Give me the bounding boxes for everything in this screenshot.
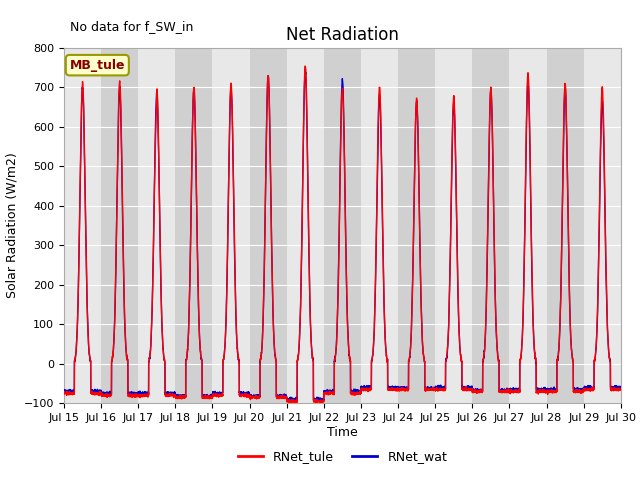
Bar	[547, 48, 584, 403]
Bar	[324, 48, 361, 403]
Bar	[250, 48, 287, 403]
X-axis label: Time: Time	[327, 426, 358, 439]
Bar	[584, 48, 621, 403]
Bar	[101, 48, 138, 403]
Bar	[212, 48, 250, 403]
Text: No data for f_SW_in: No data for f_SW_in	[70, 20, 193, 33]
Bar	[472, 48, 509, 403]
Bar	[287, 48, 324, 403]
Bar	[138, 48, 175, 403]
Bar	[64, 48, 101, 403]
Bar	[509, 48, 547, 403]
Y-axis label: Solar Radiation (W/m2): Solar Radiation (W/m2)	[5, 153, 19, 299]
Legend: RNet_tule, RNet_wat: RNet_tule, RNet_wat	[232, 445, 452, 468]
Title: Net Radiation: Net Radiation	[286, 25, 399, 44]
Text: MB_tule: MB_tule	[70, 59, 125, 72]
Bar	[361, 48, 398, 403]
Bar	[175, 48, 212, 403]
Bar	[435, 48, 472, 403]
Bar	[398, 48, 435, 403]
